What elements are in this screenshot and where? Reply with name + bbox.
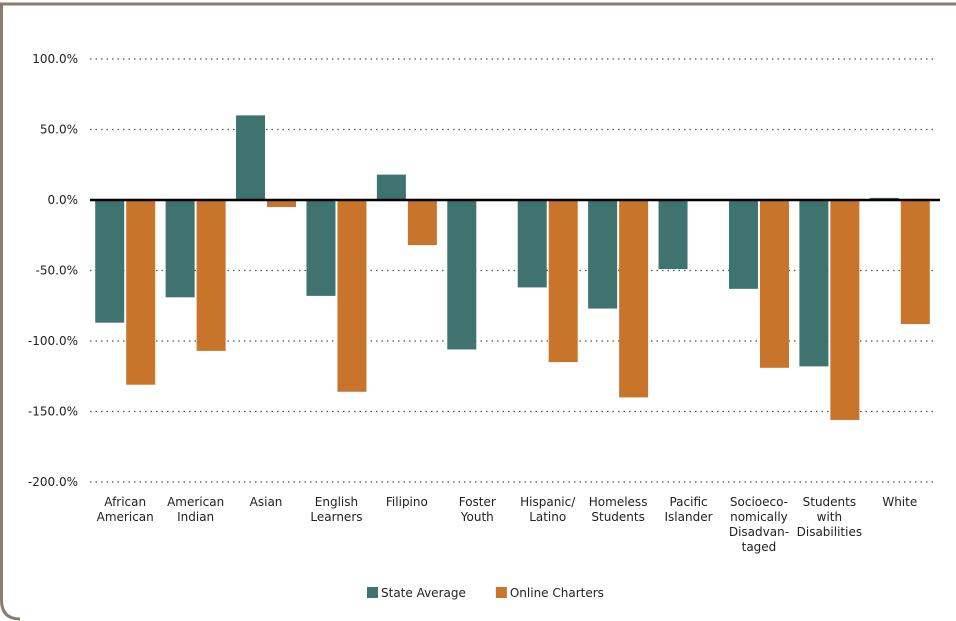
bar [376,174,406,200]
bar [165,200,195,298]
x-tick-label: African American [97,495,154,524]
legend-swatch [367,587,378,598]
legend-item: Online Charters [495,586,604,600]
x-tick-label: Foster Youth [459,495,496,524]
legend-label: Online Charters [510,586,604,600]
x-tick-label: English Learners [310,495,362,524]
bar [306,200,336,296]
y-tick-label: 100.0% [32,52,78,66]
x-tick-label: Socioeco-nomically Disadvan-taged [729,495,789,554]
bar [126,200,156,385]
x-tick-label: American Indian [167,495,224,524]
bar [900,200,930,325]
bar [619,200,649,398]
x-tick-label: Asian [250,495,283,509]
y-tick-label: -50.0% [36,264,78,278]
x-tick-label: Pacific Islander [665,495,713,524]
bar [337,200,367,392]
x-tick-label: Homeless Students [589,495,648,524]
y-tick-label: -100.0% [28,334,78,348]
bar [728,200,758,289]
bar [196,200,226,351]
bar [830,200,860,420]
bar [407,200,437,246]
bar [95,200,125,323]
bar [588,200,618,309]
bar [517,200,547,288]
bar [799,200,829,367]
bar [658,200,688,270]
bar [267,200,297,208]
y-tick-label: -200.0% [28,475,78,489]
x-tick-label: Filipino [386,495,428,509]
bar [447,200,477,350]
x-tick-label: White [882,495,917,509]
y-tick-label: -150.0% [28,405,78,419]
y-tick-label: 50.0% [40,123,78,137]
legend-swatch [495,587,507,598]
legend-item: State Average [367,586,466,600]
legend-label: State Average [381,586,466,600]
x-tick-label: Students with Disabilities [797,495,862,539]
x-tick-label: Hispanic/Latino [520,495,576,524]
bar [236,115,266,200]
bar [548,200,578,363]
y-tick-label: 0.0% [48,193,79,207]
bar [759,200,789,368]
